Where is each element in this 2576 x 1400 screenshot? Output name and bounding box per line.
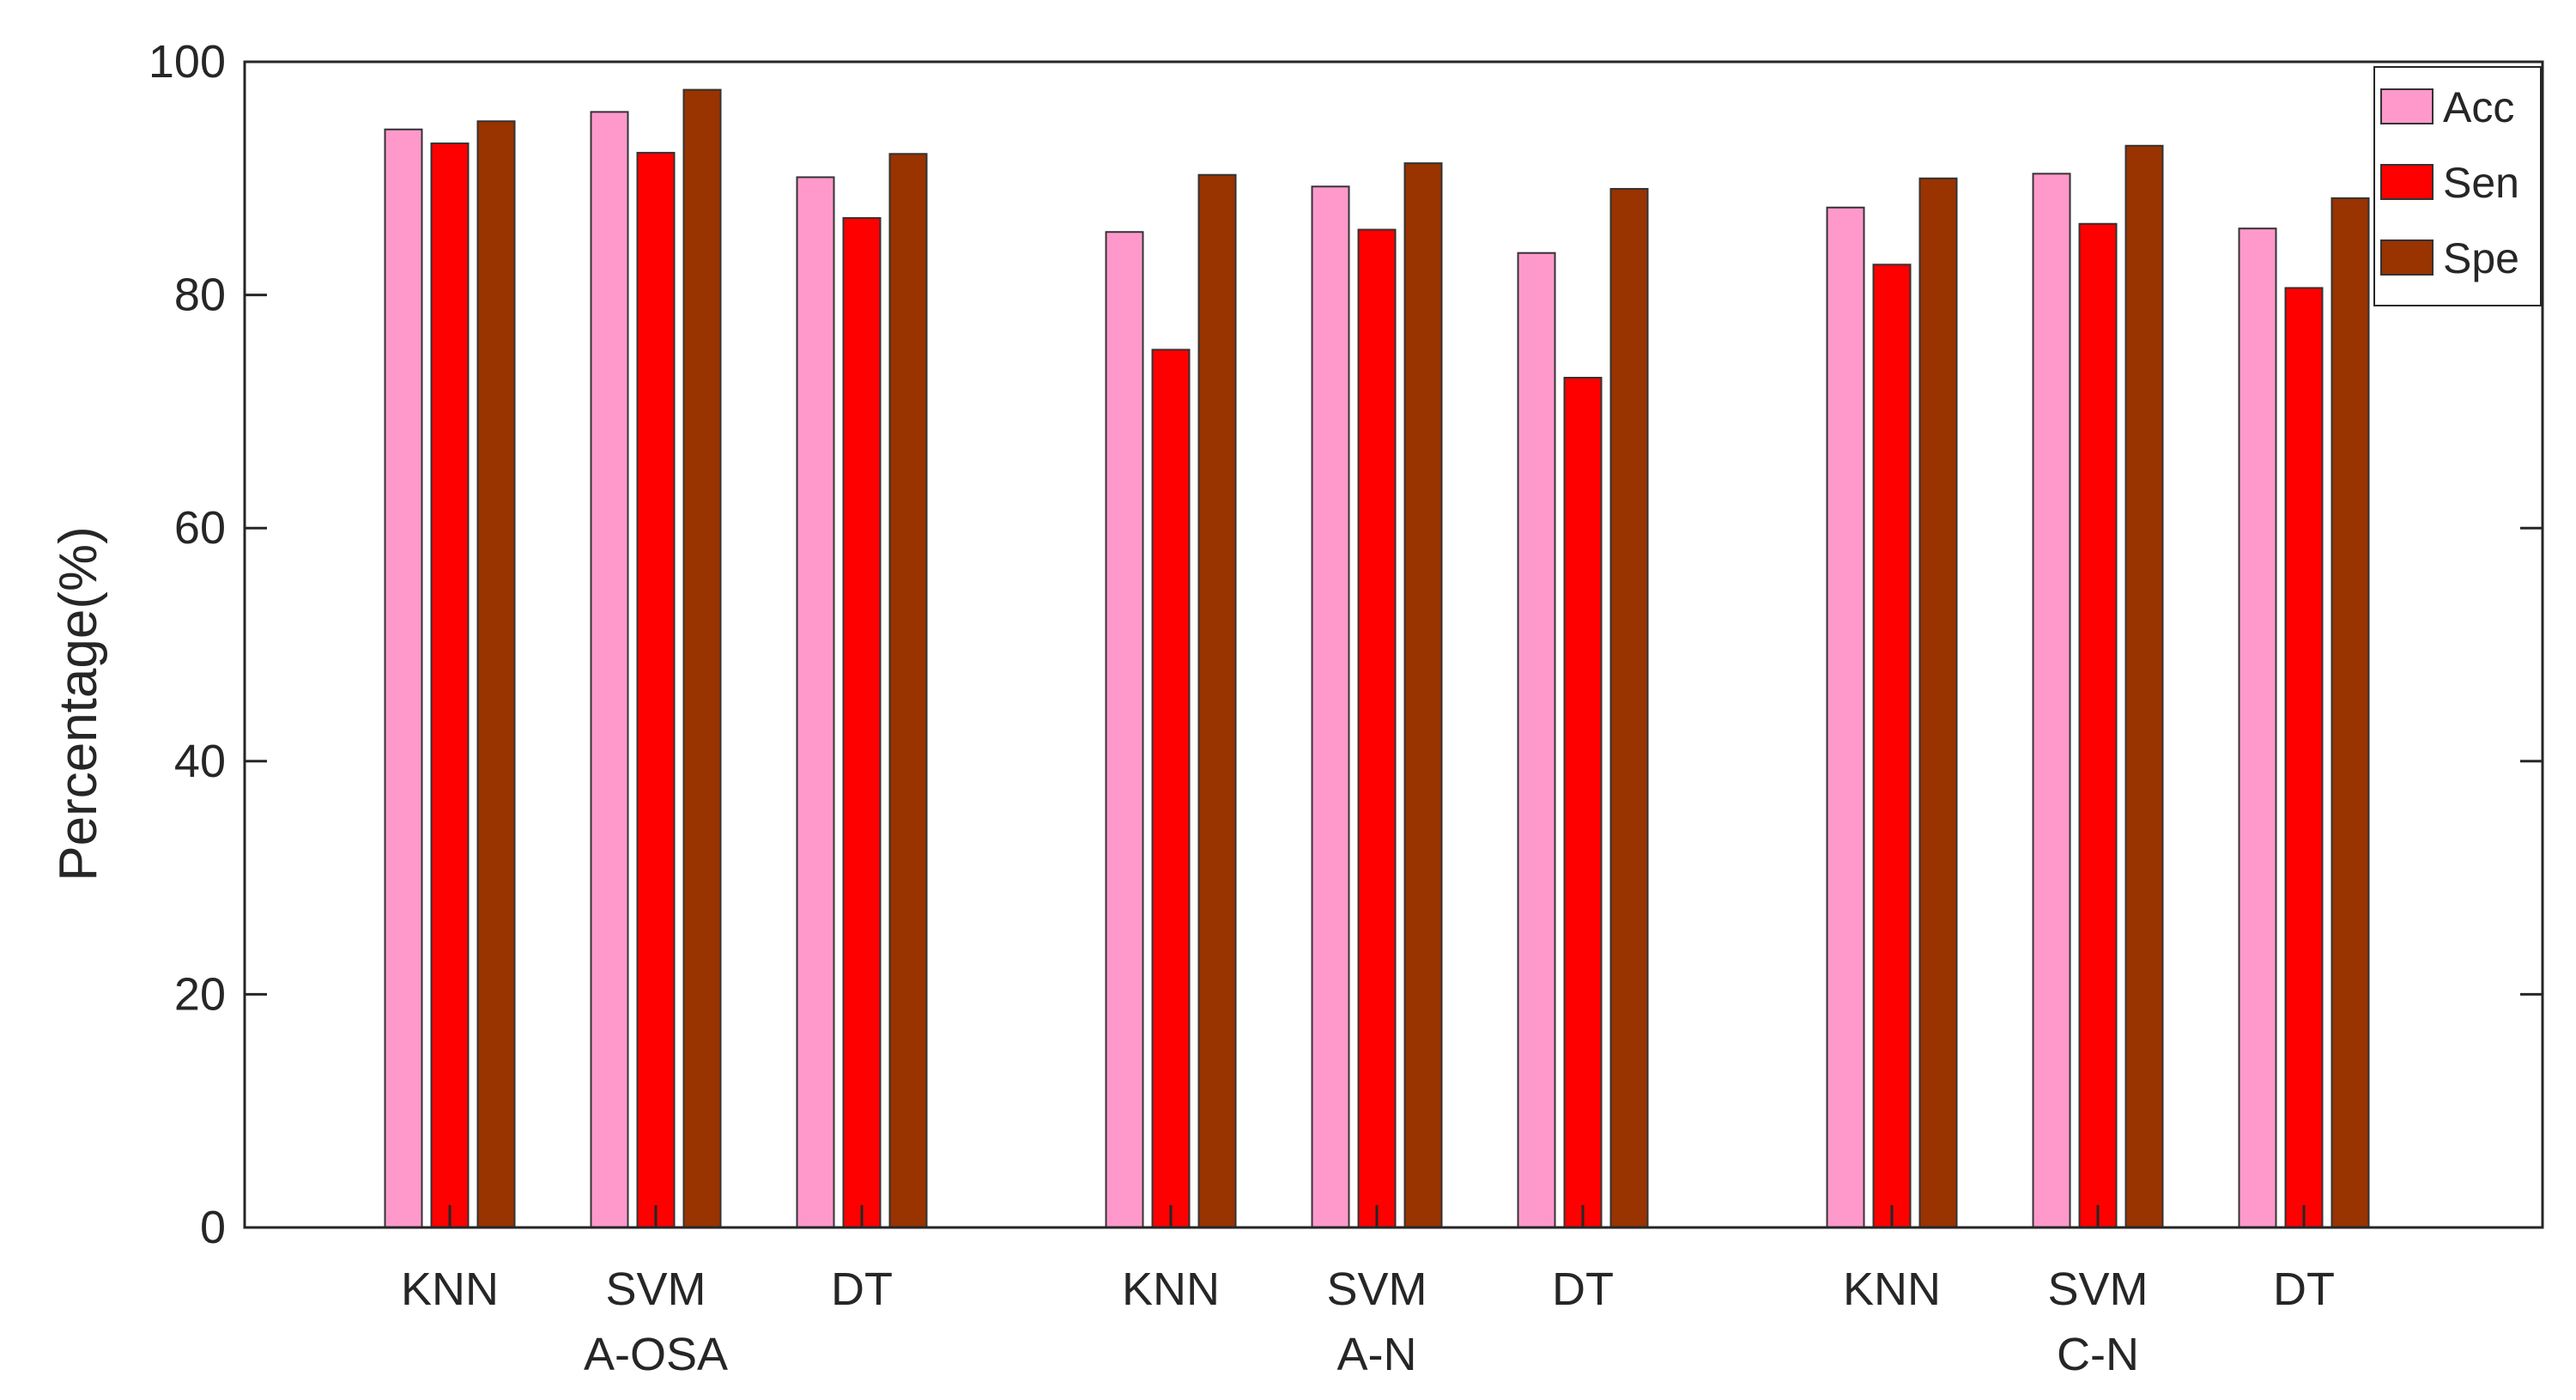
bar-spe-2 <box>682 88 722 1228</box>
bar-spe-9 <box>2331 197 2370 1229</box>
bar-acc-9 <box>2238 227 2277 1229</box>
x-tick-label: KNN <box>1122 1264 1220 1315</box>
bar-sen-3 <box>842 216 882 1228</box>
legend-label-sen: Sen <box>2443 159 2519 207</box>
bar-acc-2 <box>590 111 629 1228</box>
x-tick-label: DT <box>2273 1264 2335 1315</box>
bar-sen-1 <box>430 142 470 1228</box>
bar-spe-3 <box>888 153 928 1229</box>
y-tick-label: 0 <box>200 1202 226 1253</box>
bar-sen-9 <box>2284 287 2324 1228</box>
x-tick-label: KNN <box>401 1264 499 1315</box>
y-tick-label: 60 <box>174 502 226 554</box>
axes-box <box>243 60 2544 1229</box>
x-tick-label: DT <box>1552 1264 1614 1315</box>
y-axis-title: Percentage(%) <box>49 526 108 882</box>
bar-spe-4 <box>1197 173 1237 1229</box>
bar-sen-4 <box>1151 348 1191 1228</box>
bar-acc-5 <box>1311 185 1350 1228</box>
bars-layer <box>384 88 2370 1229</box>
x-tick-label: SVM <box>1326 1264 1427 1315</box>
bar-spe-6 <box>1609 188 1649 1229</box>
x-tick-label: SVM <box>2047 1264 2148 1315</box>
axes-layer <box>243 60 2544 1229</box>
y-tick-label: 20 <box>174 968 226 1020</box>
legend-label-spe: Spe <box>2443 234 2519 282</box>
bar-acc-1 <box>384 128 423 1228</box>
bar-spe-1 <box>476 120 516 1228</box>
x-tick-label: KNN <box>1843 1264 1941 1315</box>
bar-acc-6 <box>1517 252 1556 1228</box>
bar-spe-5 <box>1403 162 1443 1228</box>
bar-sen-5 <box>1357 228 1397 1228</box>
bar-sen-8 <box>2078 222 2118 1229</box>
bar-sen-7 <box>1872 264 1912 1228</box>
bar-spe-7 <box>1918 177 1958 1228</box>
bar-acc-7 <box>1826 206 1865 1228</box>
bar-acc-3 <box>796 176 835 1228</box>
y-tick-label: 40 <box>174 736 226 787</box>
group-label: C-N <box>2057 1329 2139 1380</box>
legend: Acc Sen Spe <box>2373 66 2542 306</box>
y-tick-label: 100 <box>148 36 226 88</box>
group-label: A-N <box>1337 1329 1417 1380</box>
legend-swatch-sen <box>2380 164 2434 200</box>
bar-acc-4 <box>1105 231 1144 1229</box>
legend-swatch-spe <box>2380 239 2434 276</box>
legend-label-acc: Acc <box>2443 83 2514 131</box>
x-tick-label: DT <box>831 1264 893 1315</box>
group-label: A-OSA <box>584 1329 728 1380</box>
bar-sen-6 <box>1563 377 1603 1228</box>
bar-sen-2 <box>636 151 676 1229</box>
legend-swatch-acc <box>2380 88 2434 124</box>
x-tick-label: SVM <box>605 1264 706 1315</box>
labels-layer: 0 20 40 60 80 100 KNN SVM DT KNN SVM DT KNN SVM DT A-OS… <box>148 36 2335 1380</box>
bar-acc-8 <box>2032 173 2071 1228</box>
bar-spe-8 <box>2124 144 2164 1228</box>
y-tick-label: 80 <box>174 270 226 321</box>
